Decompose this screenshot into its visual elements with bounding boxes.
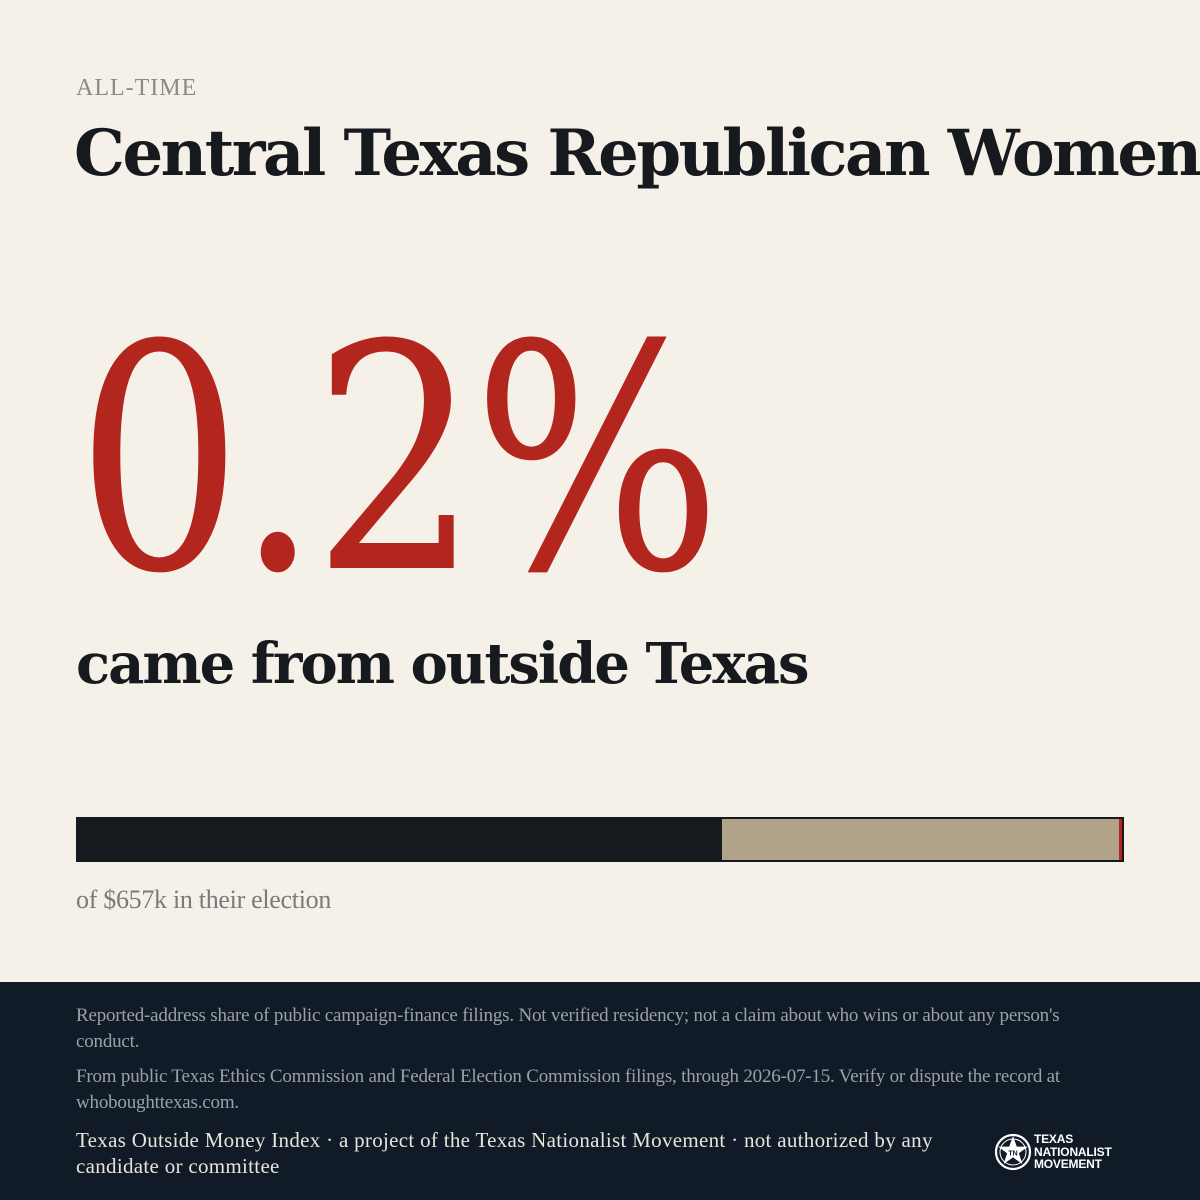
source-text: From public Texas Ethics Commission and … xyxy=(76,1066,1060,1113)
logo-wordmark: TEXAS NATIONALIST MOVEMENT xyxy=(1034,1133,1112,1171)
bar-segment-dark xyxy=(78,819,723,860)
logo-line-2: NATIONALIST xyxy=(1034,1144,1112,1159)
percent-tagline: came from outside Texas xyxy=(76,631,810,697)
bar-segment-outside xyxy=(1119,819,1122,860)
organization-title: Central Texas Republican Women xyxy=(74,116,1200,191)
outside-percent: 0.2% xyxy=(76,278,722,642)
credit-text: Texas Outside Money Index · a project of… xyxy=(76,1128,933,1178)
logo-line-3: MOVEMENT xyxy=(1034,1157,1102,1171)
star-seal-icon: TN xyxy=(994,1133,1032,1171)
disclaimer-text: Reported-address share of public campaig… xyxy=(76,1005,1060,1052)
footer: Reported-address share of public campaig… xyxy=(0,982,1200,1200)
svg-text:TN: TN xyxy=(1008,1151,1017,1158)
tnm-logo: TN TEXAS NATIONALIST MOVEMENT xyxy=(993,1131,1123,1173)
period-label: ALL-TIME xyxy=(76,75,198,101)
logo-line-1: TEXAS xyxy=(1034,1132,1074,1146)
main-panel: ALL-TIME Central Texas Republican Women … xyxy=(74,75,1200,914)
bar-caption: of $657k in their election xyxy=(76,885,332,914)
funding-share-bar xyxy=(76,817,1124,862)
